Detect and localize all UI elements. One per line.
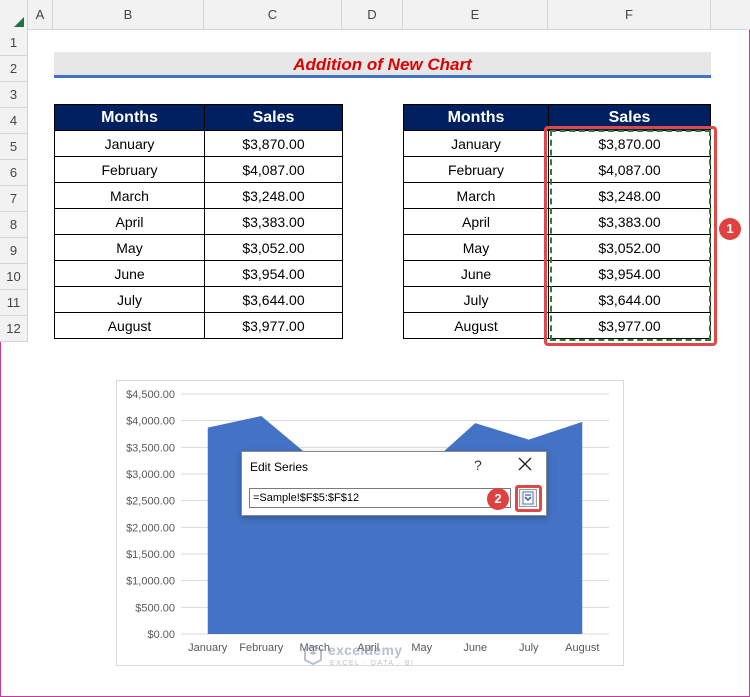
cell-sales-selected[interactable]: $3,052.00	[548, 234, 711, 261]
cell-month[interactable]: April	[403, 208, 549, 235]
x-tick-label: June	[463, 642, 487, 654]
y-tick-label: $2,000.00	[126, 522, 175, 534]
cell-month[interactable]: August	[403, 312, 549, 339]
cell-sales[interactable]: $3,977.00	[204, 312, 343, 339]
cell-month[interactable]: January	[54, 130, 205, 157]
column-header-a[interactable]: A	[28, 0, 53, 30]
row-header-1[interactable]: 1	[0, 30, 28, 56]
cell-sales-selected[interactable]: $3,644.00	[548, 286, 711, 313]
cell-sales[interactable]: $3,052.00	[204, 234, 343, 261]
x-tick-label: April	[357, 642, 379, 654]
row-header-2[interactable]: 2	[0, 56, 28, 82]
cell-month[interactable]: February	[403, 156, 549, 183]
select-all-corner[interactable]	[0, 0, 28, 30]
cell-sales[interactable]: $3,248.00	[204, 182, 343, 209]
exceldemy-logo-icon	[304, 644, 322, 666]
cell-month[interactable]: April	[54, 208, 205, 235]
column-header-bar: A B C D E F	[0, 0, 750, 30]
cell-month[interactable]: March	[403, 182, 549, 209]
sales-table-right: Months Sales January $3,870.00 February $4…	[403, 104, 711, 339]
series-values-input[interactable]: =Sample!$F$5:$F$12	[249, 488, 511, 508]
cell-month[interactable]: May	[403, 234, 549, 261]
column-header-e[interactable]: E	[403, 0, 548, 30]
x-tick-label: March	[299, 642, 330, 654]
y-tick-label: $4,500.00	[126, 389, 175, 401]
row-header-7[interactable]: 7	[0, 186, 28, 212]
cell-sales[interactable]: $3,383.00	[204, 208, 343, 235]
sales-area-series[interactable]	[207, 416, 583, 634]
cell-month[interactable]: July	[54, 286, 205, 313]
row-header-9[interactable]: 9	[0, 238, 28, 264]
x-tick-label: July	[519, 642, 539, 654]
dialog-title: Edit Series	[250, 460, 309, 474]
column-header-c[interactable]: C	[204, 0, 342, 30]
cell-sales-selected[interactable]: $3,954.00	[548, 260, 711, 287]
exceldemy-watermark: exceldemy EXCEL · DATA · BI	[300, 640, 460, 676]
y-tick-label: $3,000.00	[126, 469, 175, 481]
title-banner[interactable]: Addition of New Chart	[54, 52, 711, 78]
x-tick-label: January	[188, 642, 228, 654]
area-chart[interactable]: $0.00 $500.00 $1,000.00 $1,500.00 $2,000.00 $…	[116, 380, 624, 666]
cell-sales-selected[interactable]: $3,977.00	[548, 312, 711, 339]
cell-month[interactable]: March	[54, 182, 205, 209]
step-badge-2: 2	[487, 488, 509, 510]
cell-month[interactable]: August	[54, 312, 205, 339]
row-header-3[interactable]: 3	[0, 82, 28, 108]
watermark-brand: exceldemy	[328, 642, 403, 658]
y-tick-label: $2,500.00	[126, 496, 175, 508]
copy-marquee-selection	[550, 130, 711, 341]
y-tick-label: $0.00	[147, 629, 175, 641]
close-icon[interactable]	[516, 455, 534, 473]
cell-sales[interactable]: $4,087.00	[204, 156, 343, 183]
x-tick-label: February	[239, 642, 284, 654]
row-header-8[interactable]: 8	[0, 212, 28, 238]
cell-month[interactable]: July	[403, 286, 549, 313]
y-tick-label: $3,500.00	[126, 442, 175, 454]
row-header-4[interactable]: 4	[0, 108, 28, 134]
row-header-12[interactable]: 12	[0, 316, 28, 342]
cell-sales-selected[interactable]: $3,870.00	[548, 130, 711, 157]
row-header-11[interactable]: 11	[0, 290, 28, 316]
select-all-triangle-icon	[14, 17, 24, 27]
row-header-6[interactable]: 6	[0, 160, 28, 186]
expand-range-icon	[522, 491, 534, 505]
cell-sales[interactable]: $3,644.00	[204, 286, 343, 313]
y-tick-label: $1,000.00	[126, 576, 175, 588]
sales-table-left: Months Sales January $3,870.00 February $4…	[54, 104, 343, 339]
cell-month[interactable]: June	[403, 260, 549, 287]
row-header-10[interactable]: 10	[0, 264, 28, 290]
chart-plot: $0.00 $500.00 $1,000.00 $1,500.00 $2,000.00 $…	[126, 389, 609, 654]
header-sales[interactable]: Sales	[204, 104, 343, 131]
cell-sales-selected[interactable]: $3,383.00	[548, 208, 711, 235]
sheet-title: Addition of New Chart	[293, 55, 472, 74]
cell-month[interactable]: May	[54, 234, 205, 261]
highlight-outline-button	[515, 485, 542, 512]
help-button[interactable]: ?	[474, 457, 482, 473]
watermark-tagline: EXCEL · DATA · BI	[330, 660, 415, 667]
x-tick-label: May	[411, 642, 432, 654]
cell-sales-selected[interactable]: $4,087.00	[548, 156, 711, 183]
step-badge-1: 1	[719, 218, 741, 240]
y-tick-label: $500.00	[135, 602, 175, 614]
cell-month[interactable]: January	[403, 130, 549, 157]
column-header-f[interactable]: F	[548, 0, 711, 30]
highlight-outline-selection	[544, 126, 717, 346]
header-months[interactable]: Months	[403, 104, 549, 131]
header-months[interactable]: Months	[54, 104, 205, 131]
y-tick-label: $1,500.00	[126, 549, 175, 561]
collapse-dialog-button[interactable]	[519, 489, 537, 507]
cell-month[interactable]: February	[54, 156, 205, 183]
cell-month[interactable]: June	[54, 260, 205, 287]
row-header-5[interactable]: 5	[0, 134, 28, 160]
column-header-b[interactable]: B	[53, 0, 204, 30]
cell-sales[interactable]: $3,954.00	[204, 260, 343, 287]
column-header-d[interactable]: D	[342, 0, 403, 30]
x-tick-label: August	[565, 642, 599, 654]
y-tick-label: $4,000.00	[126, 416, 175, 428]
cell-sales[interactable]: $3,870.00	[204, 130, 343, 157]
